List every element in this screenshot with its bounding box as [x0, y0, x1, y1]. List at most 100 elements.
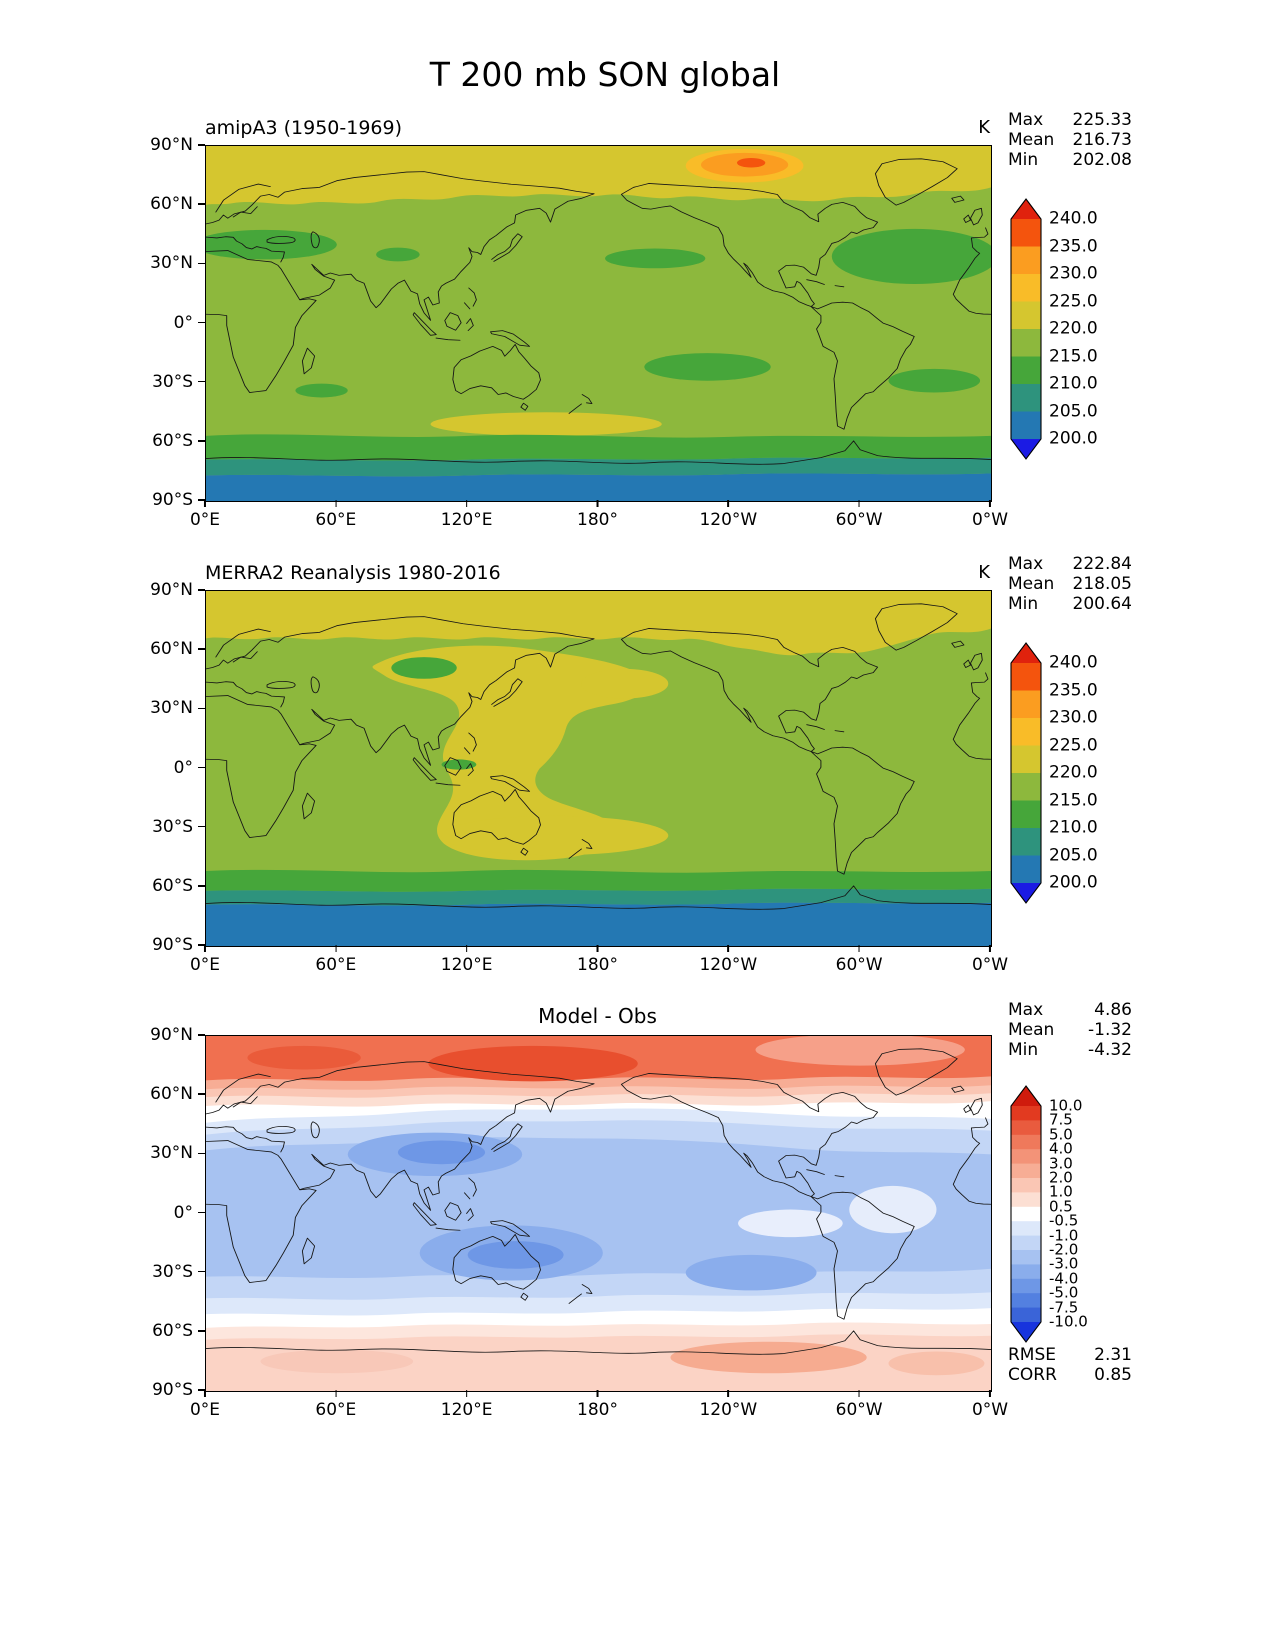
lat-tick: 90°S: [152, 1380, 205, 1400]
stat-value: 202.08: [1072, 150, 1132, 170]
tick-mark: [727, 945, 730, 952]
map-merra2: [205, 590, 992, 947]
figure-title: T 200 mb SON global: [429, 55, 781, 94]
tick-mark: [989, 1390, 991, 1397]
colorbar-tick-label: 4.0: [1049, 1139, 1073, 1158]
colorbar-tick-label: 230.0: [1049, 263, 1098, 284]
stat-label: Max: [1008, 554, 1044, 574]
difference-field: [206, 1036, 991, 1391]
lon-tick-label: 120°W: [699, 955, 758, 975]
lat-tick-label: 0°: [173, 312, 193, 333]
colorbar-tick-label: 240.0: [1049, 208, 1098, 229]
lat-tick: 0°: [174, 1203, 205, 1223]
lat-tick-label: 30°N: [150, 698, 193, 719]
stat-max: Max 225.33: [1008, 110, 1132, 130]
lon-tick-label: 120°W: [699, 510, 758, 530]
tick-mark: [198, 262, 205, 265]
lon-tick-label: 0°W: [971, 955, 1009, 975]
lat-tick: 90°S: [152, 490, 205, 510]
tick-mark: [465, 1390, 468, 1397]
tick-mark: [198, 440, 205, 442]
lon-tick-label: 60°E: [315, 510, 357, 530]
lat-tick: 30°N: [150, 253, 205, 273]
lat-tick-label: 90°N: [150, 580, 193, 600]
lat-tick: 30°S: [152, 372, 205, 392]
colorbar-svg: [1010, 1085, 1042, 1343]
lat-tick-label: 90°S: [152, 490, 193, 510]
stat-rmse: RMSE 2.31: [1008, 1345, 1132, 1365]
tick-mark: [198, 707, 205, 710]
lat-axis: 90°N 60°N 30°N 0° 30°S 60°S 90°S: [117, 135, 205, 510]
lon-tick: 60°E: [315, 500, 356, 530]
lon-tick-label: 60°E: [315, 1400, 357, 1420]
stat-value: -1.32: [1088, 1020, 1132, 1040]
tick-mark: [198, 321, 205, 324]
stat-value: 200.64: [1072, 594, 1132, 614]
stat-min: Min -4.32: [1008, 1040, 1132, 1060]
tick-mark: [198, 1330, 205, 1332]
lon-tick: 120°E: [441, 1390, 493, 1420]
colorbar-tick-label: 200.0: [1049, 872, 1098, 893]
lat-tick-label: 90°S: [152, 935, 193, 955]
lat-tick-label: 60°N: [150, 639, 193, 660]
panel-title: MERRA2 Reanalysis 1980-2016: [205, 562, 501, 584]
colorbar-svg: [1010, 198, 1042, 460]
stat-mean: Mean 218.05: [1008, 574, 1132, 594]
stat-value: 222.84: [1072, 554, 1132, 574]
tick-mark: [198, 825, 205, 828]
colorbar-tick-label: 215.0: [1049, 790, 1098, 810]
lon-tick-label: 0°W: [971, 1400, 1009, 1420]
lat-tick-label: 30°S: [152, 1261, 193, 1282]
lat-tick: 60°N: [150, 194, 205, 214]
tick-mark: [596, 500, 599, 507]
tick-mark: [198, 1389, 205, 1391]
tick-mark: [465, 500, 468, 507]
tick-mark: [335, 945, 337, 952]
lat-tick-label: 60°N: [150, 194, 193, 215]
colorbar-tick-label: 210.0: [1049, 373, 1098, 394]
lat-tick-label: 0°: [173, 1202, 193, 1223]
lat-tick: 90°N: [150, 1025, 205, 1045]
stat-label: Max: [1008, 110, 1044, 130]
unit-label: K: [978, 117, 990, 138]
lat-tick-label: 90°N: [150, 1025, 193, 1045]
stat-mean: Mean 216.73: [1008, 130, 1132, 150]
tick-mark: [198, 944, 205, 946]
lon-tick: 0°W: [972, 945, 1008, 975]
colorbar-tick-label: 205.0: [1049, 845, 1098, 865]
panel-title: amipA3 (1950-1969): [205, 117, 403, 139]
lon-tick-label: 60°E: [315, 955, 357, 975]
tick-mark: [198, 648, 205, 650]
tick-mark: [335, 1390, 337, 1397]
colorbar-tick-label: 0.5: [1049, 1197, 1073, 1216]
lon-tick-label: 180°: [577, 1400, 618, 1420]
lon-tick: 0°E: [190, 500, 220, 530]
colorbar-tick-label: 205.0: [1049, 401, 1098, 421]
colorbar-tick-label: 230.0: [1049, 707, 1098, 728]
lat-tick-label: 60°S: [152, 430, 193, 451]
colorbar-tick-label: -4.0: [1049, 1269, 1079, 1288]
stat-min: Min 200.64: [1008, 594, 1132, 614]
tick-mark: [989, 500, 991, 507]
stat-mean: Mean -1.32: [1008, 1020, 1132, 1040]
tick-mark: [989, 945, 991, 952]
stat-label: Min: [1008, 594, 1039, 614]
lon-tick-label: 120°E: [440, 955, 493, 975]
colorbar-temperature: 240.0 235.0 230.0 225.0 220.0 215.0 210.0 205.0…: [1010, 198, 1130, 464]
lat-tick: 0°: [174, 758, 205, 778]
lon-tick: 120°W: [699, 1390, 757, 1420]
stat-min: Min 202.08: [1008, 150, 1132, 170]
stat-value: -4.32: [1088, 1040, 1132, 1060]
stat-label: Mean: [1008, 130, 1055, 150]
lat-axis: 90°N 60°N 30°N 0° 30°S 60°S 90°S: [117, 580, 205, 955]
skill-scores-block: RMSE 2.31 CORR 0.85: [1008, 1345, 1132, 1385]
colorbar-temperature: 240.0 235.0 230.0 225.0 220.0 215.0 210.0 205.0…: [1010, 642, 1130, 908]
lat-tick: 60°N: [150, 639, 205, 659]
lon-tick: 120°E: [441, 945, 493, 975]
colorbar-tick-label: -3.0: [1049, 1254, 1079, 1273]
lon-axis: 0°E 60°E 120°E 180° 120°W 60°W 0°W: [190, 1390, 1008, 1426]
lat-tick-label: 60°S: [152, 1320, 193, 1341]
lon-tick: 0°W: [972, 1390, 1008, 1420]
lat-tick-label: 30°N: [150, 253, 193, 274]
